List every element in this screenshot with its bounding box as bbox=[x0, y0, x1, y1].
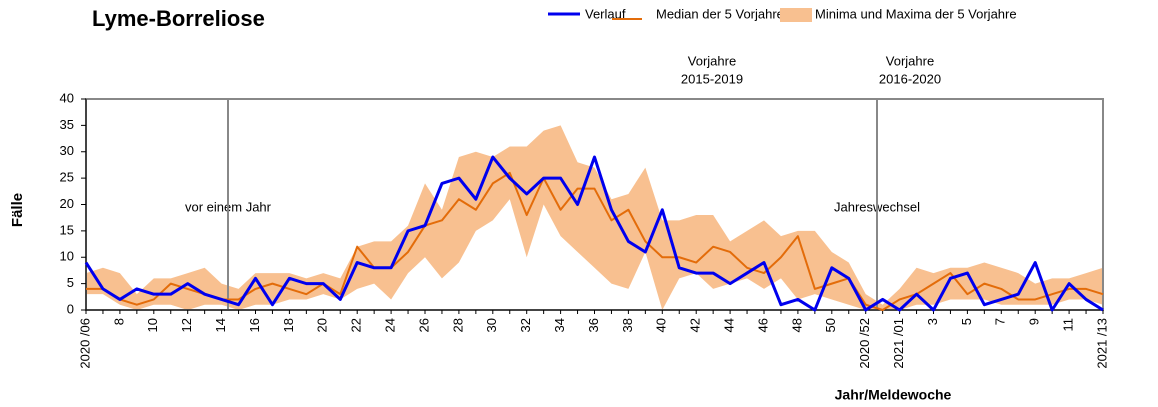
x-tick-label: 32 bbox=[518, 318, 533, 332]
x-tick-label: 20 bbox=[315, 318, 330, 332]
x-tick-label: 40 bbox=[654, 318, 669, 332]
series-line bbox=[84, 155, 1104, 312]
y-tick-label: 5 bbox=[67, 275, 74, 290]
annotation: 2016-2020 bbox=[879, 71, 941, 86]
x-tick-label: 44 bbox=[722, 318, 737, 332]
x-tick-label: 24 bbox=[383, 318, 398, 332]
x-tick-label: 50 bbox=[823, 318, 838, 332]
x-tick-label: 38 bbox=[620, 318, 635, 332]
x-tick-label: 16 bbox=[247, 318, 262, 332]
annotation: Vorjahre bbox=[688, 53, 736, 68]
x-tick-label: 3 bbox=[925, 318, 940, 325]
x-tick-label: 2021 /13 bbox=[1094, 318, 1109, 369]
x-tick-label: 5 bbox=[959, 318, 974, 325]
x-tick-label: 10 bbox=[145, 318, 160, 332]
y-tick-label: 25 bbox=[60, 170, 74, 185]
x-tick-label: 12 bbox=[179, 318, 194, 332]
y-axis-label: Fälle bbox=[9, 193, 26, 227]
annotation: 2015-2019 bbox=[681, 71, 743, 86]
x-tick-label: 42 bbox=[688, 318, 703, 332]
x-tick-label: 7 bbox=[993, 318, 1008, 325]
x-tick-label: 11 bbox=[1061, 318, 1076, 332]
x-tick-label: 36 bbox=[586, 318, 601, 332]
x-tick-label: 22 bbox=[349, 318, 364, 332]
x-tick-label: 26 bbox=[416, 318, 431, 332]
legend-label: Verlauf bbox=[585, 6, 626, 21]
x-tick-label: 48 bbox=[789, 318, 804, 332]
y-tick-label: 40 bbox=[60, 90, 74, 105]
x-tick-label: 2020 /06 bbox=[77, 318, 92, 369]
x-tick-label: 9 bbox=[1027, 318, 1042, 325]
y-tick-label: 20 bbox=[60, 196, 74, 211]
chart-title: Lyme-Borreliose bbox=[92, 6, 265, 31]
min-max-band bbox=[86, 125, 1103, 310]
x-tick-label: 8 bbox=[111, 318, 126, 325]
y-tick-label: 10 bbox=[60, 249, 74, 264]
x-tick-label: 14 bbox=[213, 318, 228, 332]
x-tick-label: 28 bbox=[450, 318, 465, 332]
x-tick-label: 34 bbox=[552, 318, 567, 332]
x-tick-label: 46 bbox=[755, 318, 770, 332]
x-tick-label: 18 bbox=[281, 318, 296, 332]
y-tick-label: 15 bbox=[60, 222, 74, 237]
x-tick-label: 30 bbox=[484, 318, 499, 332]
legend-label: Median der 5 Vorjahre bbox=[656, 6, 784, 21]
y-tick-label: 0 bbox=[67, 301, 74, 316]
annotation: Vorjahre bbox=[886, 53, 934, 68]
x-axis-label: Jahr/Meldewoche bbox=[835, 387, 952, 403]
y-tick-label: 30 bbox=[60, 143, 74, 158]
legend-swatch bbox=[780, 8, 812, 22]
series-line bbox=[86, 171, 1104, 311]
legend-label: Minima und Maxima der 5 Vorjahre bbox=[815, 6, 1017, 21]
y-tick-label: 35 bbox=[60, 117, 74, 132]
x-tick-label: 2021 /01 bbox=[891, 318, 906, 369]
x-tick-label: 2020 /52 bbox=[857, 318, 872, 369]
